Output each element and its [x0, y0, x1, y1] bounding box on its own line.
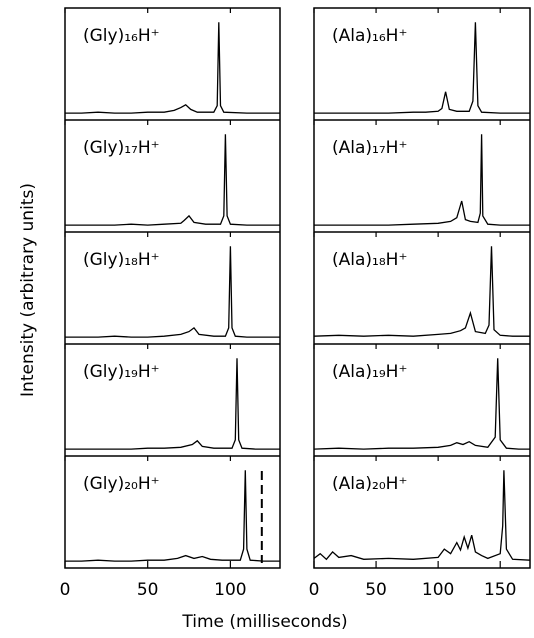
trace: [313, 470, 531, 561]
trace: [65, 470, 280, 562]
panel-label: (Ala)₁₈H⁺: [332, 250, 407, 270]
x-tick-label: 100: [214, 580, 246, 600]
panel-frame: [313, 7, 531, 569]
x-tick-label: 50: [365, 580, 387, 600]
x-tick-label: 50: [137, 580, 159, 600]
trace: [65, 246, 280, 338]
trace: [314, 22, 530, 114]
panel-label: (Gly)₁₆H⁺: [83, 26, 160, 46]
x-tick-label: 150: [484, 580, 516, 600]
panel-label: (Gly)₂₀H⁺: [83, 474, 160, 494]
panel-label: (Gly)₁₇H⁺: [83, 138, 160, 158]
panel-label: (Ala)₂₀H⁺: [332, 474, 407, 494]
x-tick-label: 100: [422, 580, 454, 600]
trace: [313, 358, 530, 450]
trace: [65, 358, 280, 450]
y-axis-label: Intensity (arbitrary units): [18, 183, 38, 397]
panel-label: (Ala)₁₉H⁺: [332, 362, 407, 382]
x-tick-label: 0: [309, 580, 320, 600]
trace: [314, 134, 530, 226]
trace: [65, 134, 280, 226]
panel-frame: [64, 7, 281, 569]
trace: [313, 246, 530, 337]
panel-label: (Gly)₁₈H⁺: [83, 250, 160, 270]
trace: [65, 22, 280, 114]
panel-label: (Ala)₁₇H⁺: [332, 138, 407, 158]
panel-label: (Gly)₁₉H⁺: [83, 362, 160, 382]
x-tick-label: 0: [60, 580, 71, 600]
panel-label: (Ala)₁₆H⁺: [332, 26, 407, 46]
x-axis-label: Time (milliseconds): [181, 612, 347, 632]
